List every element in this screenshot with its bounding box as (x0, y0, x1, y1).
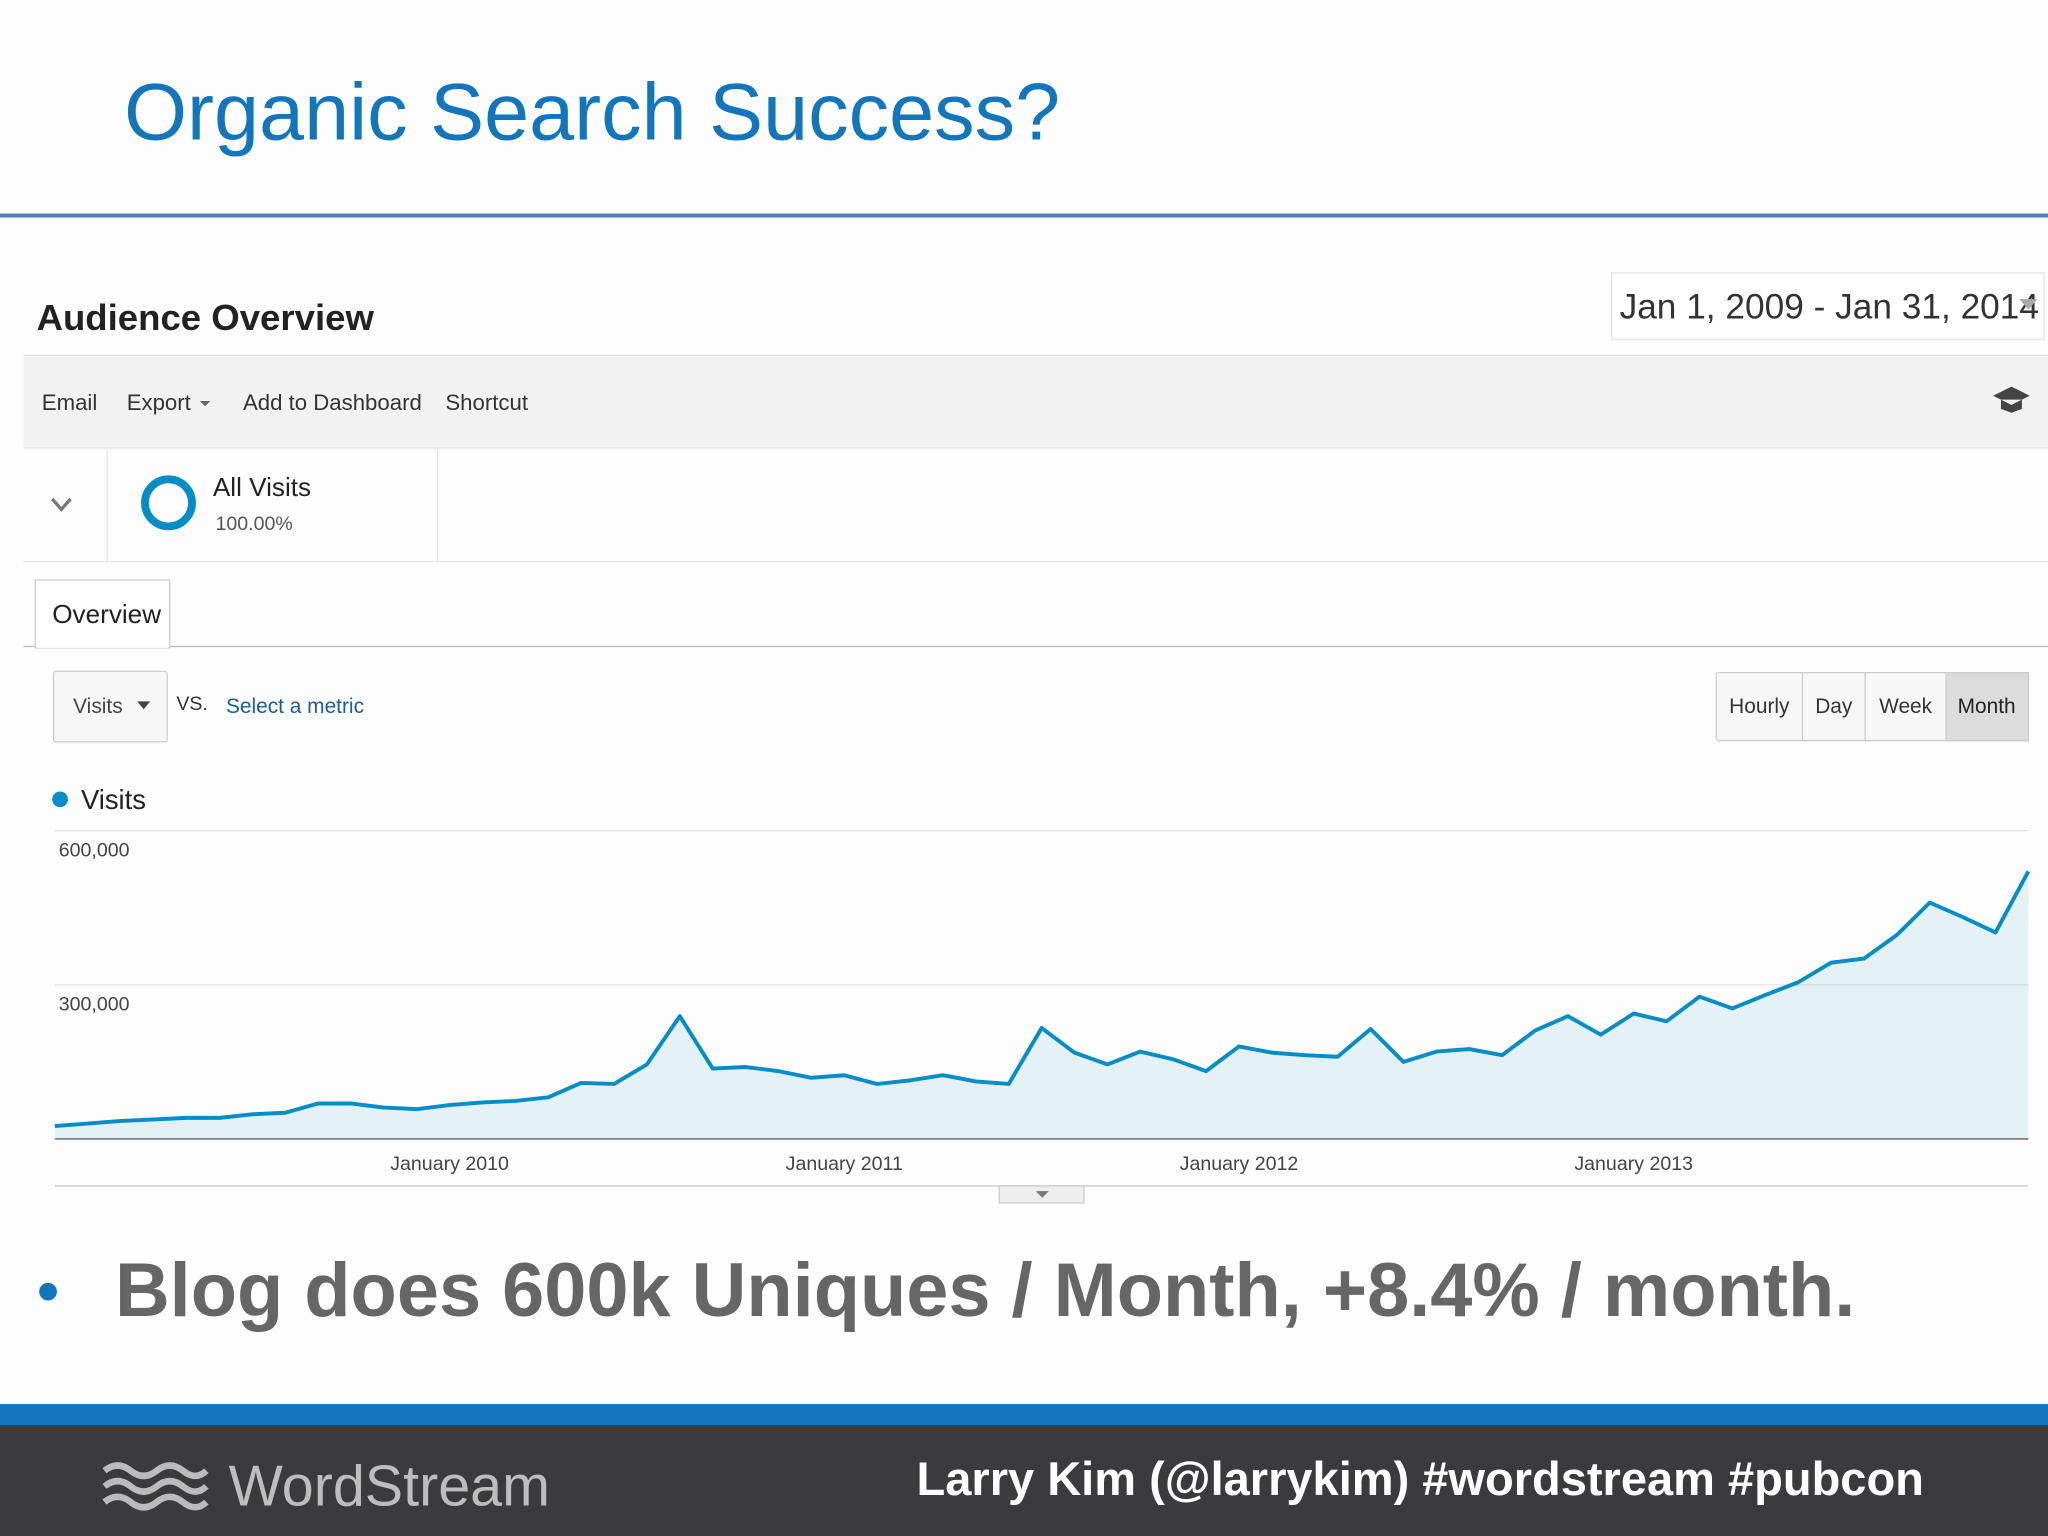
footer-credit: Larry Kim (@larrykim) #wordstream #pubco… (917, 1452, 1924, 1505)
footer (0, 1424, 2048, 1536)
granularity-button[interactable]: Month (1958, 695, 2016, 718)
toggle-arrow (1035, 1191, 1049, 1198)
segment-ring (141, 475, 196, 531)
y-tick-label: 300,000 (59, 993, 130, 1015)
x-tick-label: January 2011 (786, 1153, 903, 1175)
toolbar-item[interactable]: Email (42, 390, 97, 415)
x-tick-label: January 2013 (1574, 1153, 1693, 1175)
toolbar-item[interactable]: Add to Dashboard (243, 390, 422, 415)
expand-chevron[interactable] (51, 497, 72, 512)
date-range[interactable]: Jan 1, 2009 - Jan 31, 2014 (1620, 287, 2039, 326)
x-tick-label: January 2012 (1180, 1153, 1299, 1175)
series-area (54, 871, 2029, 1139)
legend-dot (52, 791, 68, 808)
date-arrow (2019, 299, 2038, 310)
logo-text: WordStream (229, 1454, 550, 1518)
metric-dropdown[interactable] (52, 670, 168, 743)
granularity-button[interactable]: Day (1815, 695, 1853, 718)
logo-waves (102, 1462, 209, 1511)
ui-heading: Audience Overview (37, 297, 375, 338)
date-box[interactable] (1611, 272, 2045, 341)
granularity-active (1945, 672, 2030, 742)
dropdown-arrow (137, 701, 151, 710)
segment-share: 100.00% (216, 513, 293, 535)
slide-title: Organic Search Success? (124, 67, 1060, 157)
y-tick-label: 600,000 (59, 839, 130, 861)
bullet-text: Blog does 600k Uniques / Month, +8.4% / … (115, 1248, 1855, 1333)
tab-label[interactable]: Overview (52, 599, 161, 629)
tab[interactable] (34, 579, 171, 649)
toolbar-item[interactable]: Export (127, 390, 191, 415)
chart: 300,000 600,000 Visits January 2010 January … (52, 784, 2031, 1175)
segment-name[interactable]: All Visits (213, 472, 311, 502)
toolbar (23, 356, 2048, 448)
granularity-button[interactable]: Week (1879, 695, 1933, 718)
select-metric[interactable]: Select a metric (226, 695, 364, 718)
footer-stripe (0, 1404, 2048, 1425)
series-line (54, 870, 2031, 1129)
x-tick-label: January 2010 (390, 1153, 509, 1175)
vs-label: VS. (176, 693, 208, 715)
granularity-button[interactable]: Hourly (1729, 695, 1790, 718)
help-icon[interactable] (1993, 386, 2030, 413)
toolbar-item[interactable]: Shortcut (445, 390, 528, 415)
legend-label: Visits (81, 784, 146, 815)
metric-label[interactable]: Visits (73, 695, 123, 718)
bullet-dot: • (37, 1254, 60, 1327)
dropdown-arrow (199, 400, 211, 407)
